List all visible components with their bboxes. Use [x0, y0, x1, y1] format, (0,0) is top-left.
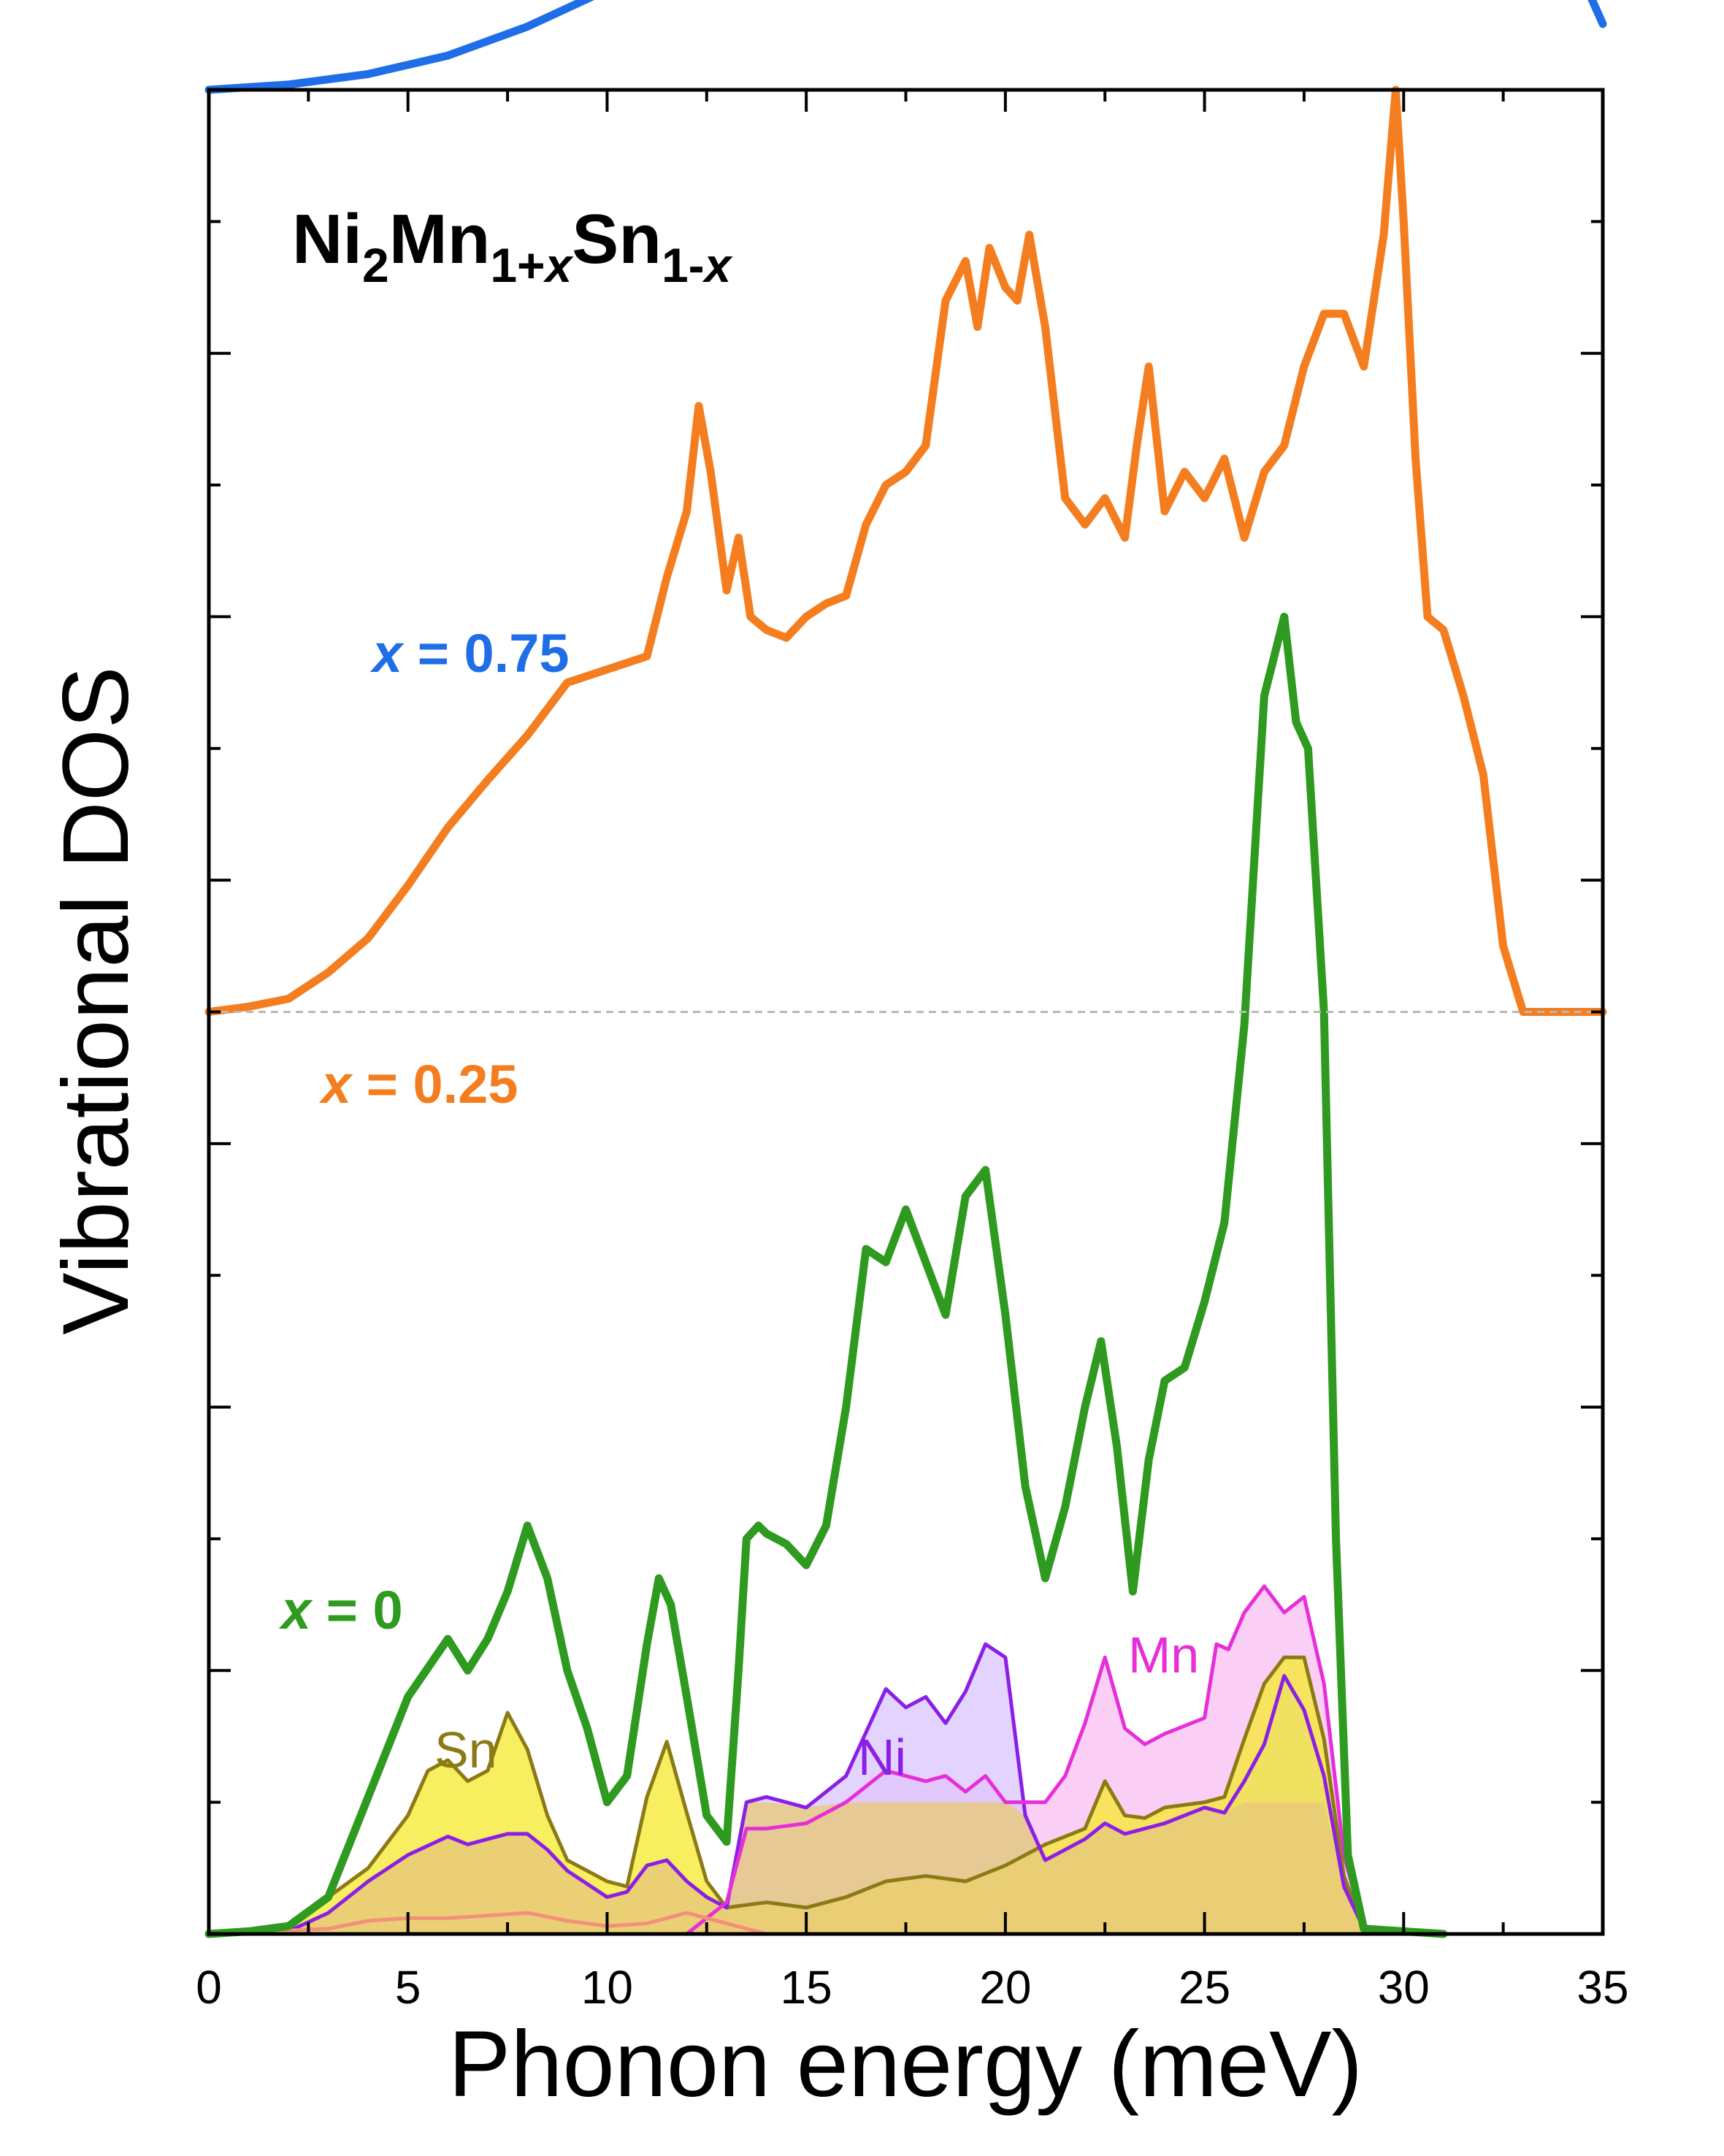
- x-tick-label: 30: [1378, 1961, 1430, 2014]
- x-tick-label: 35: [1576, 1961, 1628, 2014]
- partial-label-ni: Ni: [858, 1729, 906, 1786]
- series-line-1: [204, 85, 1607, 1016]
- partial-line-mn: [685, 1584, 1444, 1936]
- x-tick-label: 10: [581, 1961, 633, 2014]
- partial-line-sn: [208, 1655, 1444, 1936]
- y-axis-title: Vibrational DOS: [44, 666, 148, 1334]
- partial-fill-base: [209, 1802, 1444, 1934]
- x-tick-label: 20: [979, 1961, 1031, 2014]
- series-line-2: [204, 612, 1448, 1938]
- series-label-x025: x = 0.25: [318, 1054, 518, 1115]
- x-axis-title: Phonon energy (meV): [448, 2012, 1363, 2117]
- partial-label-sn: Sn: [434, 1721, 497, 1778]
- formula-title: Ni2Mn1+xSn1-x: [292, 200, 733, 292]
- plot-area: [204, 0, 1607, 1938]
- x-tick-label: 5: [395, 1961, 421, 2014]
- x-tick-label: 25: [1179, 1961, 1230, 2014]
- partial-label-mn: Mn: [1128, 1626, 1199, 1683]
- partial-line-other: [208, 1911, 767, 1936]
- series-label-x0: x = 0: [278, 1580, 403, 1640]
- partial-line-ni: [208, 1642, 1444, 1936]
- series-line-0: [204, 0, 1607, 94]
- axes: 0 5 10 15 20 25 30 35: [196, 88, 1629, 2014]
- series-label-x075: x = 0.75: [369, 623, 570, 684]
- x-tick-label: 15: [781, 1961, 832, 2014]
- x-tick-label: 0: [196, 1961, 222, 2014]
